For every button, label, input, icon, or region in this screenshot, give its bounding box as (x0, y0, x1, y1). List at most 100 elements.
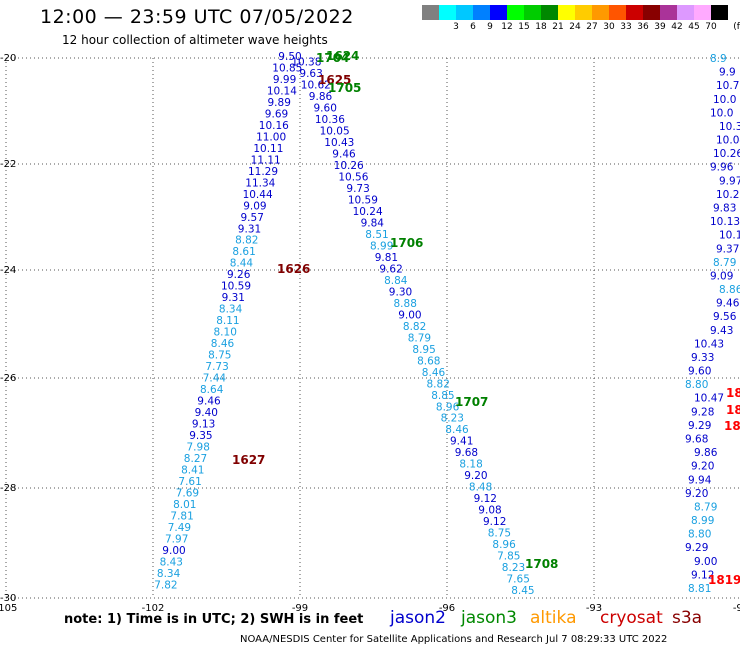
swh-value: 9.73 (346, 183, 369, 195)
swh-value: 10.59 (221, 281, 251, 293)
swh-value: 8.51 (365, 229, 388, 241)
colorbar-swatch (660, 5, 677, 20)
legend-altika: altika (530, 608, 577, 628)
colorbar-label: 39 (654, 22, 666, 32)
swh-value: 8.95 (412, 344, 435, 356)
swh-value: 9.96 (710, 162, 734, 174)
swh-value: 9.30 (389, 286, 412, 298)
swh-value: 10.26 (334, 160, 364, 172)
track-right: 8.99.910.710.010.010.3210.0410.269.969.9… (685, 53, 740, 595)
swh-value: 8.34 (157, 568, 181, 580)
swh-value: 8.79 (694, 502, 717, 514)
swh-value: 9.12 (483, 516, 506, 528)
swh-value: 9.46 (332, 149, 356, 161)
legend-s3a: s3a (672, 608, 703, 628)
swh-value: 8.27 (184, 453, 207, 465)
swh-value: 10.32 (719, 121, 740, 133)
latitude-label: -30 (0, 593, 16, 604)
swh-value: 10.38 (291, 57, 321, 69)
colorbar-swatch (626, 5, 643, 20)
swh-value: 8.99 (691, 515, 714, 527)
swh-value: 10.59 (348, 195, 378, 207)
swh-value: 10.7 (716, 80, 739, 92)
colorbar-label: 3 (453, 22, 459, 32)
colorbar-swatch (473, 5, 490, 20)
swh-value: 8.80 (685, 379, 708, 391)
swh-value: 9.12 (691, 569, 714, 581)
swh-value: 8.85 (431, 390, 454, 402)
note-text: note: 1) Time is in UTC; 2) SWH is in fe… (64, 612, 364, 627)
swh-value: 8.43 (160, 556, 183, 568)
swh-value: 10.43 (694, 338, 724, 350)
swh-value: 7.85 (497, 551, 520, 563)
swh-value: 10.62 (301, 80, 331, 92)
swh-value: 8.75 (488, 528, 511, 540)
swh-value: 9.68 (455, 447, 478, 459)
page-title: 12:00 — 23:59 UTC 07/05/2022 (40, 6, 354, 28)
swh-value: 9.46 (716, 298, 740, 310)
swh-value: 10.13 (719, 230, 740, 242)
longitude-label: -99 (292, 603, 308, 614)
swh-value: 9.60 (314, 103, 337, 115)
legend-cryosat: cryosat (600, 608, 663, 628)
longitude-label: -105 (0, 603, 17, 614)
swh-value: 10.05 (320, 126, 350, 138)
swh-value: 9.62 (379, 264, 402, 276)
swh-value: 9.86 (694, 447, 718, 459)
swh-value: 9.63 (299, 68, 322, 80)
swh-value: 8.44 (230, 258, 254, 270)
swh-value: 9.35 (189, 430, 212, 442)
colorbar-label: 18 (535, 22, 547, 32)
swh-value: 9.56 (713, 311, 737, 323)
swh-value: 7.65 (507, 574, 530, 586)
swh-value: 9.00 (694, 556, 717, 568)
swh-value: 8.46 (422, 367, 446, 379)
swh-value: 10.85 (272, 63, 302, 75)
colorbar-swatch (456, 5, 473, 20)
colorbar-swatch (575, 5, 592, 20)
swh-value: 8.10 (214, 327, 237, 339)
colorbar-swatch (490, 5, 507, 20)
longitude-label: -102 (142, 603, 165, 614)
swh-value: 10.11 (253, 143, 283, 155)
colorbar-swatch (507, 5, 524, 20)
colorbar-swatch (711, 5, 728, 20)
swh-value: 10.0 (710, 107, 733, 119)
colorbar-label: 6 (470, 22, 476, 32)
swh-value: 8.79 (713, 257, 736, 269)
colorbar-label: 9 (487, 22, 493, 32)
time-label: 1708 (525, 557, 558, 571)
colorbar-label: 36 (637, 22, 649, 32)
swh-value: 9.68 (685, 434, 708, 446)
swh-value: 9.12 (474, 493, 497, 505)
colorbar-swatch (541, 5, 558, 20)
swh-value: 9.09 (243, 200, 266, 212)
swh-value: 8.99 (370, 241, 393, 253)
swh-value: 8.81 (688, 583, 711, 595)
swh-value: 8.34 (219, 304, 243, 316)
swh-value: 8.96 (436, 401, 460, 413)
colorbar-swatch (439, 5, 456, 20)
colorbar-label: 15 (518, 22, 530, 32)
swh-value: 11.00 (256, 131, 286, 143)
swh-value: 11.29 (248, 166, 278, 178)
swh-value: 8.45 (511, 585, 534, 597)
swh-value: 7.73 (205, 361, 228, 373)
swh-value: 11.11 (251, 154, 281, 166)
swh-value: 9.08 (478, 505, 501, 517)
colorbar-label: 30 (603, 22, 615, 32)
swh-value: 7.69 (176, 487, 199, 499)
swh-value: 10.28 (716, 189, 740, 201)
time-label: 1704 (316, 51, 349, 65)
time-label: 1627 (232, 453, 265, 467)
swh-value: 9.86 (309, 91, 333, 103)
longitude-labels: -105 -102 -99 -96 -93 -90 (0, 603, 740, 614)
swh-value: 9.28 (691, 406, 714, 418)
swh-value: 9.46 (197, 396, 221, 408)
swh-value: 8.84 (384, 275, 408, 287)
swh-value: 9.50 (278, 51, 301, 63)
swh-value: 9.43 (710, 325, 733, 337)
